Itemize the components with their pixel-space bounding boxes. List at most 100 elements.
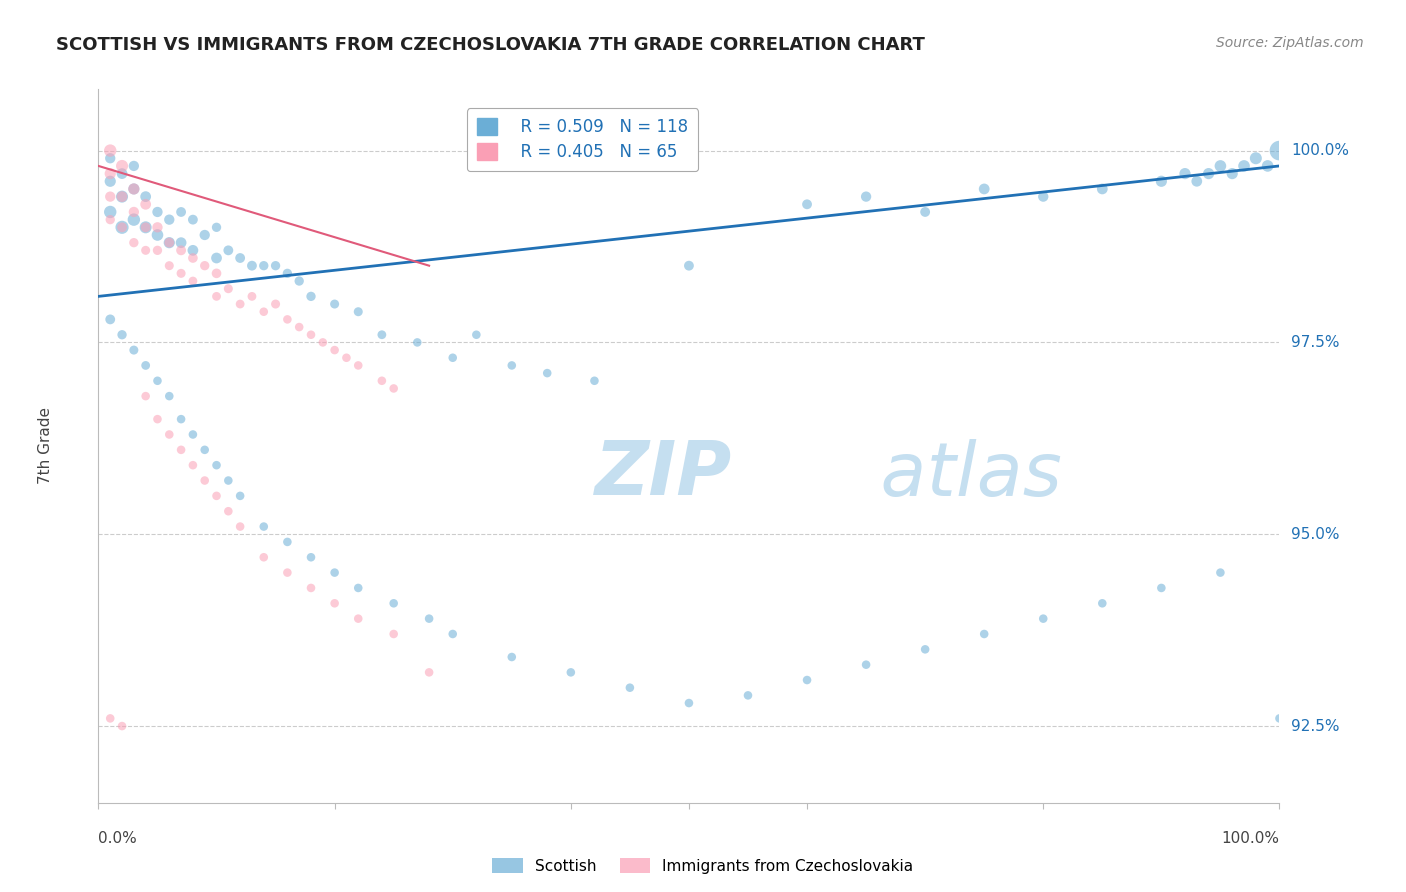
Point xyxy=(347,581,370,595)
Point xyxy=(276,566,298,580)
Point xyxy=(914,205,936,219)
Point xyxy=(194,474,217,488)
Text: 7th Grade: 7th Grade xyxy=(38,408,53,484)
Point xyxy=(323,596,346,610)
Point xyxy=(111,189,134,203)
Point xyxy=(1185,174,1208,188)
Point xyxy=(205,289,228,303)
Point xyxy=(135,220,157,235)
Point xyxy=(855,189,877,203)
Point xyxy=(737,689,759,703)
Point xyxy=(111,159,134,173)
Point xyxy=(276,266,298,280)
Point xyxy=(146,220,169,235)
Point xyxy=(194,227,217,242)
Point xyxy=(335,351,357,365)
Point xyxy=(253,519,276,533)
Point xyxy=(217,504,239,518)
Point xyxy=(98,205,121,219)
Point xyxy=(678,696,700,710)
Point xyxy=(583,374,606,388)
Point xyxy=(1150,581,1173,595)
Point xyxy=(229,251,252,265)
Point xyxy=(264,297,287,311)
Point xyxy=(98,151,121,165)
Point xyxy=(98,312,121,326)
Point xyxy=(157,427,180,442)
Point xyxy=(1032,189,1054,203)
Point xyxy=(205,220,228,235)
Point xyxy=(299,327,322,342)
Point xyxy=(170,244,193,258)
Point xyxy=(1268,711,1291,725)
Point xyxy=(299,550,322,565)
Point xyxy=(122,205,145,219)
Point xyxy=(855,657,877,672)
Point xyxy=(146,227,169,242)
Point xyxy=(157,235,180,250)
Point xyxy=(240,289,263,303)
Point xyxy=(111,167,134,181)
Point xyxy=(312,335,335,350)
Point xyxy=(973,627,995,641)
Point xyxy=(1150,174,1173,188)
Point xyxy=(323,343,346,357)
Point xyxy=(205,251,228,265)
Point xyxy=(122,235,145,250)
Point xyxy=(678,259,700,273)
Point xyxy=(347,612,370,626)
Point xyxy=(276,312,298,326)
Point xyxy=(98,174,121,188)
Point xyxy=(181,251,204,265)
Point xyxy=(122,159,145,173)
Point xyxy=(418,612,440,626)
Point xyxy=(205,458,228,473)
Point xyxy=(1091,182,1114,196)
Point xyxy=(111,189,134,203)
Point xyxy=(170,235,193,250)
Point xyxy=(914,642,936,657)
Point xyxy=(299,289,322,303)
Point xyxy=(1174,167,1197,181)
Point xyxy=(111,719,134,733)
Point xyxy=(441,627,464,641)
Text: 100.0%: 100.0% xyxy=(1291,143,1350,158)
Point xyxy=(501,650,523,665)
Point xyxy=(98,212,121,227)
Point xyxy=(135,389,157,403)
Point xyxy=(135,189,157,203)
Point xyxy=(170,205,193,219)
Point xyxy=(181,244,204,258)
Point xyxy=(205,266,228,280)
Point xyxy=(1220,167,1243,181)
Point xyxy=(98,711,121,725)
Point xyxy=(135,220,157,235)
Point xyxy=(157,212,180,227)
Point xyxy=(170,412,193,426)
Point xyxy=(1257,159,1279,173)
Point xyxy=(170,442,193,457)
Point xyxy=(382,596,405,610)
Point xyxy=(111,220,134,235)
Point xyxy=(371,327,394,342)
Point xyxy=(181,212,204,227)
Point xyxy=(619,681,641,695)
Point xyxy=(1032,612,1054,626)
Point xyxy=(323,566,346,580)
Point xyxy=(98,189,121,203)
Point xyxy=(323,297,346,311)
Point xyxy=(253,304,276,318)
Point xyxy=(418,665,440,680)
Point xyxy=(194,259,217,273)
Text: 95.0%: 95.0% xyxy=(1291,527,1340,541)
Point xyxy=(501,359,523,373)
Point xyxy=(371,374,394,388)
Point xyxy=(98,167,121,181)
Point xyxy=(170,266,193,280)
Point xyxy=(1091,596,1114,610)
Point xyxy=(347,304,370,318)
Point xyxy=(217,244,239,258)
Point xyxy=(135,359,157,373)
Point xyxy=(122,182,145,196)
Text: SCOTTISH VS IMMIGRANTS FROM CZECHOSLOVAKIA 7TH GRADE CORRELATION CHART: SCOTTISH VS IMMIGRANTS FROM CZECHOSLOVAK… xyxy=(56,36,925,54)
